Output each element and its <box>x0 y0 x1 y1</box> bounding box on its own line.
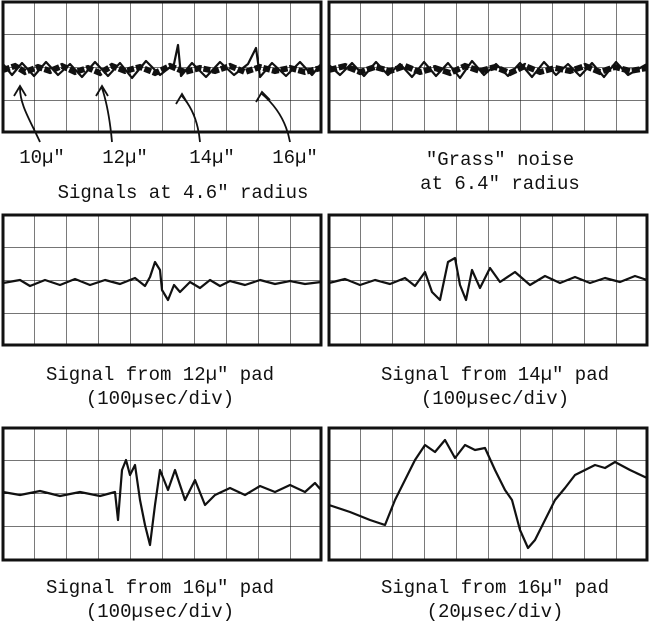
caption: Signal from 16µ" pad <box>46 577 274 599</box>
scope-frame <box>327 426 649 562</box>
scope-panel: 10µ" 12µ" 14µ" 16µ" Signals at 4.6" radi… <box>1 0 323 204</box>
signal-trace <box>328 256 648 302</box>
arrow <box>95 84 113 143</box>
caption: (100µsec/div) <box>86 388 234 410</box>
scope-panel: Signal from 16µ" pad (20µsec/div) <box>327 426 649 623</box>
caption: (100µsec/div) <box>86 601 234 623</box>
scope-grid <box>329 215 647 345</box>
scope-frame <box>1 213 323 347</box>
arrow <box>175 92 201 143</box>
noise-trace <box>2 43 322 80</box>
marker-label: 10µ" <box>19 147 65 169</box>
signal-trace <box>328 438 648 550</box>
caption: at 6.4" radius <box>420 173 580 195</box>
scope-panel: Signal from 16µ" pad (100µsec/div) <box>1 426 323 623</box>
noise-trace <box>328 59 648 80</box>
caption: (20µsec/div) <box>427 601 564 623</box>
caption: Signal from 16µ" pad <box>381 577 609 599</box>
arrow <box>255 90 291 143</box>
scope-panel: "Grass" noise at 6.4" radius <box>327 0 649 195</box>
caption: "Grass" noise <box>426 149 574 171</box>
scope-panel: Signal from 12µ" pad (100µsec/div) <box>1 213 323 410</box>
scope-panel: Signal from 14µ" pad (100µsec/div) <box>327 213 649 410</box>
caption: Signals at 4.6" radius <box>58 182 309 204</box>
marker-label: 12µ" <box>102 147 148 169</box>
marker-label: 14µ" <box>189 147 235 169</box>
marker-label: 16µ" <box>272 147 318 169</box>
signal-trace <box>2 458 322 547</box>
scope-grid <box>329 428 647 560</box>
arrow <box>13 84 41 143</box>
caption: Signal from 14µ" pad <box>381 364 609 386</box>
scope-frame <box>1 426 323 562</box>
caption: (100µsec/div) <box>421 388 569 410</box>
noise-band <box>2 62 322 77</box>
signal-trace <box>2 260 322 302</box>
caption: Signal from 12µ" pad <box>46 364 274 386</box>
